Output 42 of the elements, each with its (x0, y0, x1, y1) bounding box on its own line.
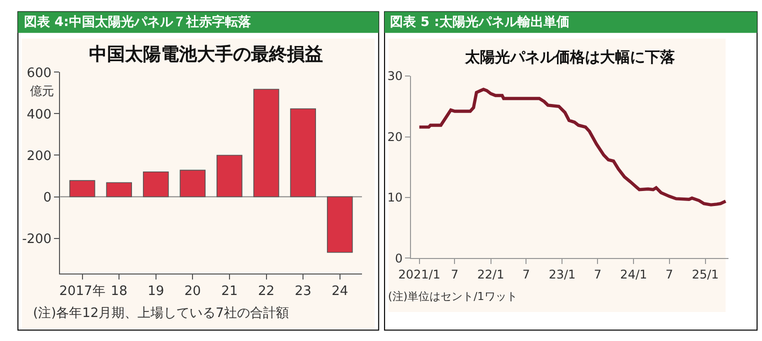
y-tick-label: 200 (26, 148, 52, 164)
chart-subtitle: 中国太陽電池大手の最終損益 (89, 44, 323, 65)
text: (注)単位はセント/1ワット (388, 290, 518, 303)
x-tick-label: 2017年 (59, 284, 106, 300)
y-tick-label: -200 (22, 232, 52, 247)
chart-title: 図表 4:中国太陽光パネル７社赤字転落 (24, 14, 252, 30)
x-tick-label: 7 (594, 268, 602, 282)
x-tick-label: 24 (332, 284, 348, 300)
y-tick-label: 10 (387, 190, 403, 205)
bar (142, 171, 169, 198)
y-tick-label: 0 (395, 251, 403, 266)
chart-title: 図表 5 :太陽光パネル輸出単価 (390, 15, 570, 30)
y-axis-title: 億元 (30, 84, 54, 98)
chart-subtitle: 太陽光パネル価格は大幅に下落 (464, 48, 676, 66)
bar (180, 170, 206, 198)
bar (326, 196, 353, 253)
x-tick-label: 18 (110, 284, 128, 300)
x-tick-label: 21 (221, 284, 238, 300)
x-tick-label: 20 (184, 284, 201, 300)
line-series (418, 88, 728, 206)
x-tick-label: 19 (148, 284, 164, 300)
y-tick-label: 30 (387, 69, 403, 84)
x-tick-label: 23/1 (548, 268, 576, 282)
bar (69, 180, 96, 198)
x-tick-label: 7 (522, 268, 530, 282)
x-tick-label: 23 (294, 284, 312, 300)
y-tick-label: 400 (26, 107, 52, 122)
x-tick-label: 22 (258, 284, 275, 300)
y-tick-label: 0 (43, 190, 52, 206)
bar (253, 88, 280, 198)
bar (106, 182, 132, 198)
x-tick-label: 7 (450, 268, 459, 282)
bar (216, 154, 242, 198)
bar (290, 108, 316, 198)
text: (注)各年12月期、上場している7社の合計額 (33, 306, 289, 321)
y-tick-label: 600 (26, 66, 52, 81)
x-tick-label: 2021/1 (398, 268, 440, 282)
x-tick-label: 25/1 (692, 268, 719, 282)
x-tick-label: 7 (665, 268, 674, 282)
y-tick-label: 20 (387, 130, 403, 144)
x-tick-label: 22/1 (477, 268, 504, 282)
x-tick-label: 24/1 (620, 268, 648, 282)
